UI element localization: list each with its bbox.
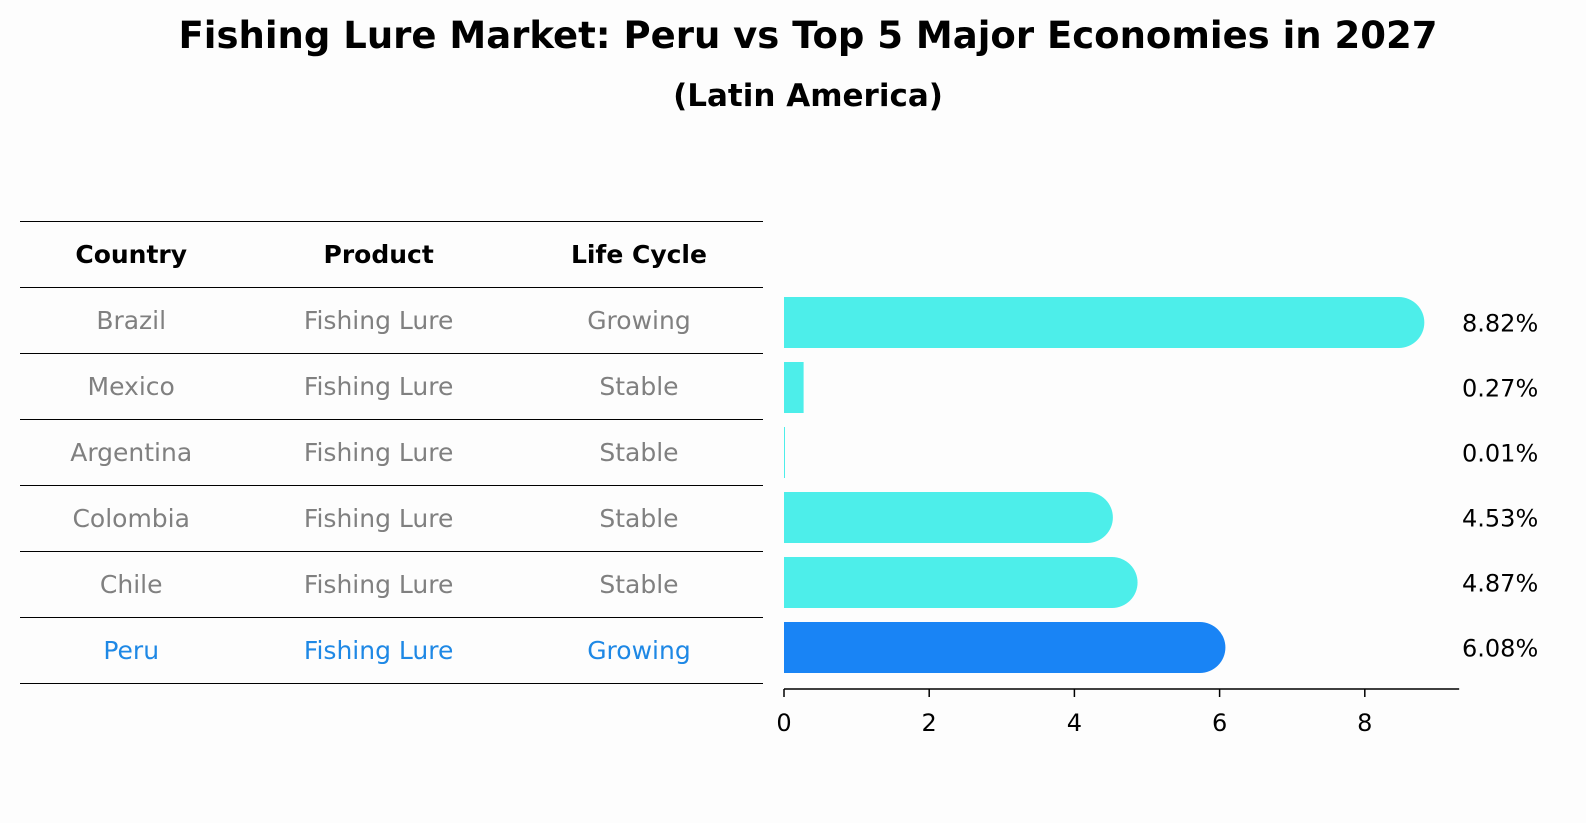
header-country: Country [20,221,243,288]
cell-life-cycle: Stable [514,419,763,486]
cell-product: Fishing Lure [242,485,515,552]
cell-country: Mexico [20,353,243,420]
bar-value-label: 6.08% [1462,635,1538,663]
x-tick-label: 2 [922,709,937,737]
bar-mexico [784,362,804,413]
header-product: Product [242,221,515,288]
cell-life-cycle: Stable [514,551,763,618]
bar-value-label: 4.87% [1462,570,1538,598]
table-row: Chile Fishing Lure Stable [20,551,763,618]
table-row-highlighted: Peru Fishing Lure Growing [20,617,763,684]
bar-value-label: 8.82% [1462,310,1538,338]
chart-subtitle: (Latin America) [673,78,943,114]
table-header-row: Country Product Life Cycle [20,221,763,288]
bar-value-label: 0.27% [1462,375,1538,403]
chart-title: Fishing Lure Market: Peru vs Top 5 Major… [178,14,1438,57]
bar-value-label: 4.53% [1462,505,1538,533]
cell-life-cycle: Stable [514,353,763,420]
bar-brazil [784,297,1425,348]
cell-product: Fishing Lure [242,419,515,486]
cell-life-cycle: Growing [514,287,763,354]
header-life-cycle: Life Cycle [514,221,763,288]
cell-product: Fishing Lure [242,353,515,420]
cell-product: Fishing Lure [242,287,515,354]
table-row: Mexico Fishing Lure Stable [20,353,763,420]
table-row: Colombia Fishing Lure Stable [20,485,763,552]
cell-life-cycle: Growing [514,617,763,684]
table-row: Argentina Fishing Lure Stable [20,419,763,486]
cell-country: Colombia [20,485,243,552]
bar-argentina [784,427,785,478]
x-tick-label: 8 [1357,709,1372,737]
table-row: Brazil Fishing Lure Growing [20,287,763,354]
cell-product: Fishing Lure [242,551,515,618]
bar-colombia [784,492,1113,543]
cell-country: Argentina [20,419,243,486]
cell-product: Fishing Lure [242,617,515,684]
cell-country: Peru [20,617,243,684]
bar-chile [784,557,1138,608]
bar-peru [784,622,1226,673]
x-tick-label: 4 [1067,709,1082,737]
x-tick-label: 0 [776,709,791,737]
bar-value-label: 0.01% [1462,440,1538,468]
market-table: Country Product Life Cycle Brazil Fishin… [20,221,763,684]
cell-country: Brazil [20,287,243,354]
cell-life-cycle: Stable [514,485,763,552]
cell-country: Chile [20,551,243,618]
x-tick-label: 6 [1212,709,1227,737]
